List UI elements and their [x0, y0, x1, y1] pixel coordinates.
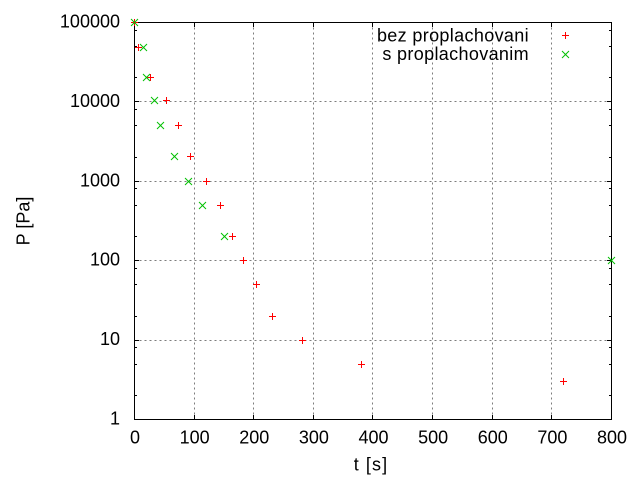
svg-text:P [Pa]: P [Pa]	[14, 197, 34, 246]
svg-text:100000: 100000	[60, 12, 120, 32]
svg-text:t [s]: t [s]	[354, 455, 389, 475]
svg-text:100: 100	[90, 250, 120, 270]
svg-text:1: 1	[110, 409, 120, 429]
svg-text:100: 100	[180, 427, 210, 447]
svg-text:bez proplachovani: bez proplachovani	[377, 26, 529, 46]
svg-text:10000: 10000	[70, 91, 120, 111]
svg-text:200: 200	[239, 427, 269, 447]
svg-text:10: 10	[100, 329, 120, 349]
svg-text:300: 300	[299, 427, 329, 447]
svg-text:500: 500	[418, 427, 448, 447]
svg-text:400: 400	[358, 427, 388, 447]
svg-text:s proplachovanim: s proplachovanim	[382, 44, 529, 64]
svg-text:600: 600	[478, 427, 508, 447]
svg-text:0: 0	[130, 427, 140, 447]
svg-text:1000: 1000	[80, 170, 120, 190]
svg-text:700: 700	[537, 427, 567, 447]
svg-text:800: 800	[597, 427, 627, 447]
